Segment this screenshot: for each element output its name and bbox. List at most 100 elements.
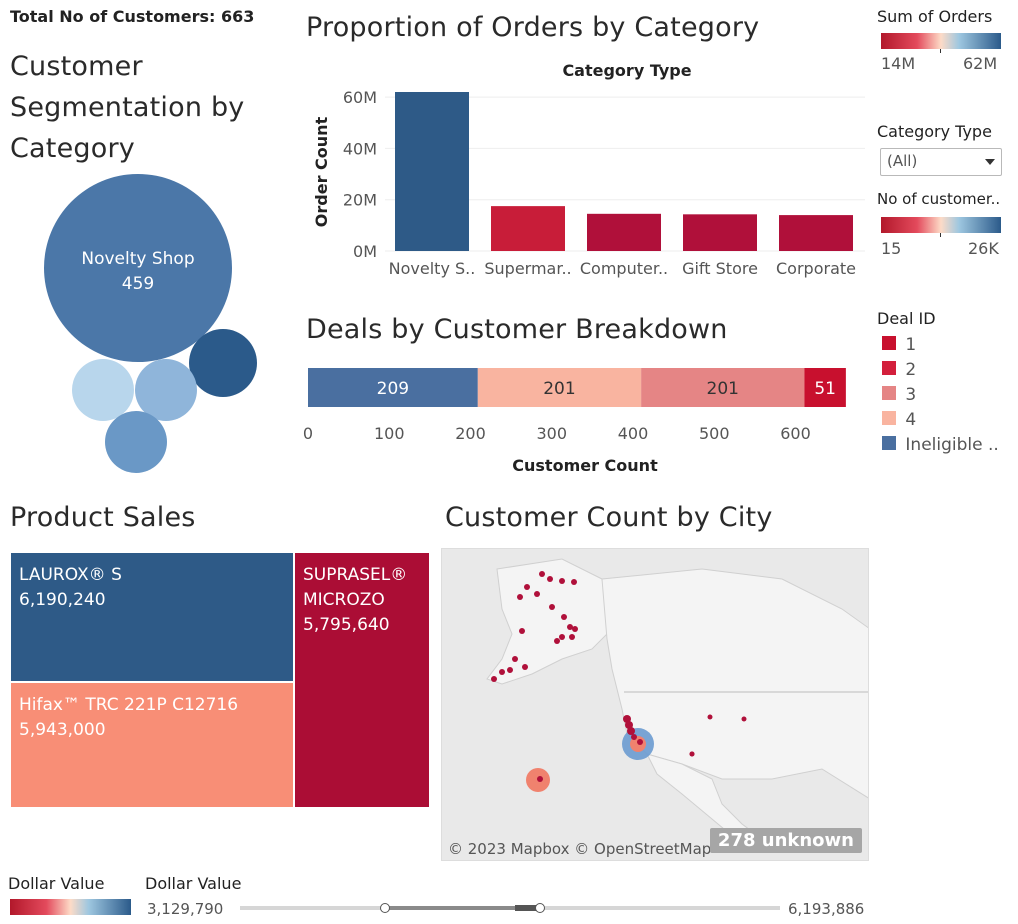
map-dot[interactable] <box>524 584 530 590</box>
map-dot[interactable] <box>559 634 565 640</box>
deals-xtick: 400 <box>618 424 649 443</box>
deals-xtick: 300 <box>536 424 567 443</box>
customer-city-map[interactable]: © 2023 Mapbox © OpenStreetMap 278 unknow… <box>441 548 869 861</box>
deals-xtick: 100 <box>374 424 405 443</box>
orders-bar[interactable] <box>587 213 661 251</box>
map-dot[interactable] <box>572 626 578 632</box>
orders-bar[interactable] <box>491 206 565 251</box>
customers-gradient <box>881 217 1001 233</box>
map-dot[interactable] <box>741 716 747 722</box>
deal-legend-item-ineligible[interactable]: Ineligible .. <box>882 435 999 455</box>
deals-xtick: 600 <box>780 424 811 443</box>
map-unknown-badge[interactable]: 278 unknown <box>709 828 862 853</box>
map-canvas[interactable] <box>442 549 869 861</box>
dollar-slider-min: 3,129,790 <box>147 900 224 918</box>
deal-legend-item-1[interactable]: 1 <box>882 335 916 355</box>
map-dot[interactable] <box>549 604 555 610</box>
map-cluster-west-coast[interactable] <box>623 715 643 745</box>
map-dot[interactable] <box>637 739 643 745</box>
map-dot[interactable] <box>519 628 525 634</box>
bubble-4[interactable] <box>135 359 197 421</box>
deals-segment[interactable] <box>477 368 642 407</box>
map-dot[interactable] <box>539 571 545 577</box>
deals-segment[interactable] <box>308 368 478 407</box>
deal-legend-label-ineligible: Ineligible .. <box>905 435 999 455</box>
bubble-novelty-shop-value: 459 <box>122 274 154 294</box>
orders-ytick: 0M <box>353 242 377 261</box>
treemap-hifax-name: Hifax™ TRC 221P C12716 <box>19 695 239 715</box>
map-dot[interactable] <box>707 714 713 720</box>
chevron-down-icon <box>985 159 995 165</box>
treemap-cell-hifax[interactable]: Hifax™ TRC 221P C12716 5,943,000 <box>10 682 294 808</box>
bubble-3[interactable] <box>72 359 134 421</box>
map-dot[interactable] <box>631 734 637 740</box>
deals-xtick: 0 <box>303 424 313 443</box>
treemap-laurox-value: 6,190,240 <box>19 590 106 610</box>
dollar-slider-range-end <box>515 905 539 911</box>
map-dot[interactable] <box>627 727 635 735</box>
bubble-novelty-shop[interactable] <box>44 174 232 362</box>
product-sales-treemap[interactable]: LAUROX® S 6,190,240 Hifax™ TRC 221P C127… <box>10 552 430 808</box>
segmentation-title-line2: Segmentation by <box>10 92 245 123</box>
deals-xtick: 200 <box>455 424 486 443</box>
deals-segment[interactable] <box>804 368 846 407</box>
map-dot[interactable] <box>554 638 560 644</box>
deal-legend-item-3[interactable]: 3 <box>882 385 916 405</box>
dollar-slider-max: 6,193,886 <box>788 900 865 918</box>
deal-legend-label-2: 2 <box>905 360 917 380</box>
bubble-chart[interactable]: Novelty Shop 459 <box>0 170 290 480</box>
orders-xtick: Corporate <box>776 259 856 278</box>
orders-bar[interactable] <box>683 214 757 251</box>
map-dot[interactable] <box>567 624 573 630</box>
dollar-slider-handle-min[interactable] <box>380 903 390 913</box>
orders-bar[interactable] <box>779 215 853 251</box>
customers-gradient-marker <box>940 233 941 237</box>
orders-xaxis-title: Category Type <box>562 61 691 80</box>
deal-legend-swatch-1 <box>882 336 896 350</box>
bubble-5[interactable] <box>105 411 167 473</box>
treemap-cell-suprasel[interactable]: SUPRASEL® MICROZO 5,795,640 <box>294 552 430 808</box>
map-dot[interactable] <box>689 751 695 757</box>
map-dot[interactable] <box>534 591 540 597</box>
orders-bar[interactable] <box>395 92 469 251</box>
sum-orders-gradient <box>881 33 1001 49</box>
map-dot[interactable] <box>569 634 575 640</box>
category-filter-title: Category Type <box>877 122 992 141</box>
deal-legend-label-4: 4 <box>905 410 917 430</box>
total-customers-label: Total No of Customers: 663 <box>10 7 255 26</box>
map-dot[interactable] <box>517 594 523 600</box>
segmentation-title-line3: Category <box>10 133 135 164</box>
treemap-cell-laurox[interactable]: LAUROX® S 6,190,240 <box>10 552 294 682</box>
map-dot[interactable] <box>522 664 528 670</box>
segmentation-title-line1: Customer <box>10 51 143 82</box>
orders-ytick: 20M <box>343 191 377 210</box>
map-dot[interactable] <box>512 656 518 662</box>
map-dots[interactable] <box>491 571 747 757</box>
map-land-canada-us <box>601 568 868 799</box>
bubble-2[interactable] <box>189 329 257 397</box>
map-dot[interactable] <box>491 676 497 682</box>
deals-segment-label: 201 <box>543 379 575 399</box>
map-dot[interactable] <box>571 579 577 585</box>
orders-bar-chart[interactable]: 0M 20M 40M 60M Category Type Order Count Novel… <box>300 55 875 290</box>
sum-orders-gradient-marker <box>940 49 941 53</box>
map-dot[interactable] <box>547 576 553 582</box>
treemap-suprasel-name-line1: SUPRASEL® <box>303 565 408 585</box>
deals-segment[interactable] <box>641 368 805 407</box>
deal-legend-item-4[interactable]: 4 <box>882 410 916 430</box>
deals-stacked-bar-chart[interactable]: 209 201 201 51 0 100 200 300 400 500 600 Customer C… <box>295 360 865 480</box>
map-dot[interactable] <box>499 669 505 675</box>
deal-legend-title: Deal ID <box>877 309 936 328</box>
dollar-gradient <box>10 899 131 915</box>
map-attribution: © 2023 Mapbox © OpenStreetMap <box>448 840 712 858</box>
dollar-slider-handle-max[interactable] <box>535 903 545 913</box>
map-dot-hawaii[interactable] <box>537 776 543 782</box>
deal-legend-item-2[interactable]: 2 <box>882 360 916 380</box>
treemap-hifax-value: 5,943,000 <box>19 720 106 740</box>
map-dot[interactable] <box>559 578 565 584</box>
deal-legend-swatch-ineligible <box>882 436 896 450</box>
map-dot[interactable] <box>507 667 513 673</box>
treemap-laurox-name: LAUROX® S <box>19 565 122 585</box>
category-type-dropdown[interactable]: (All) <box>880 148 1002 176</box>
map-dot[interactable] <box>561 614 567 620</box>
